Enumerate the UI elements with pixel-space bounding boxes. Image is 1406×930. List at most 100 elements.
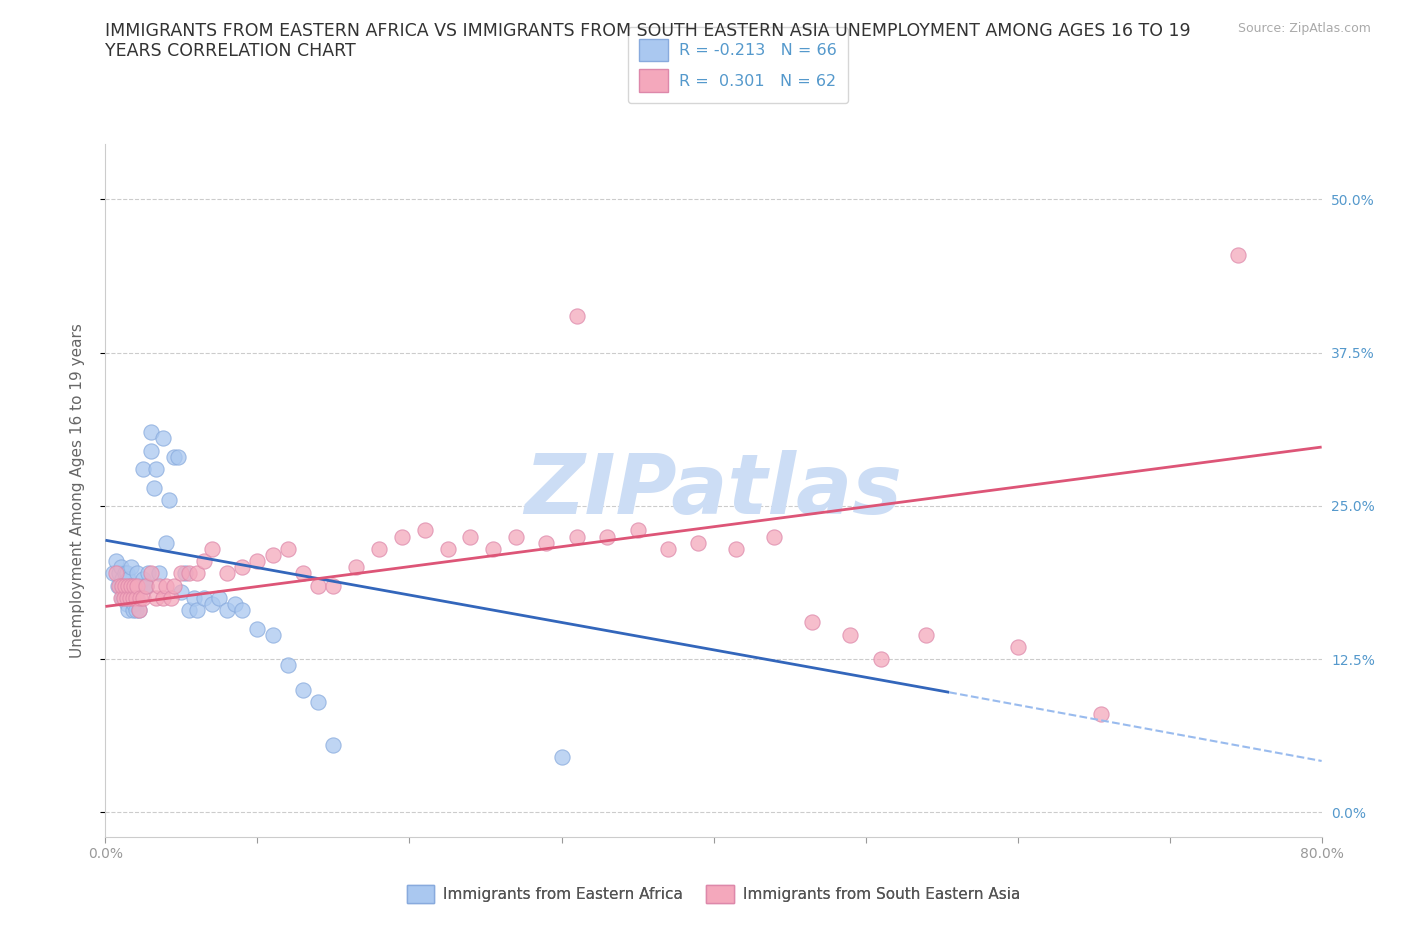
Point — [101, 566, 124, 581]
Point — [108, 566, 131, 581]
Point — [193, 591, 215, 605]
Point — [125, 603, 148, 618]
Point — [118, 578, 141, 593]
Text: IMMIGRANTS FROM EASTERN AFRICA VS IMMIGRANTS FROM SOUTH EASTERN ASIA UNEMPLOYMEN: IMMIGRANTS FROM EASTERN AFRICA VS IMMIGR… — [105, 22, 1191, 40]
Point — [110, 578, 132, 593]
Point — [127, 578, 149, 593]
Point — [139, 425, 162, 440]
Point — [152, 431, 174, 445]
Point — [111, 591, 134, 605]
Point — [657, 541, 679, 556]
Point — [125, 584, 148, 599]
Point — [121, 603, 143, 618]
Point — [129, 591, 152, 605]
Point — [839, 627, 862, 642]
Y-axis label: Unemployment Among Ages 16 to 19 years: Unemployment Among Ages 16 to 19 years — [70, 323, 84, 658]
Point — [120, 578, 142, 593]
Point — [565, 529, 588, 544]
Point — [246, 621, 269, 636]
Point — [801, 615, 824, 630]
Point — [596, 529, 619, 544]
Point — [167, 449, 190, 464]
Point — [155, 536, 177, 551]
Point — [163, 449, 186, 464]
Point — [344, 560, 367, 575]
Point — [292, 683, 315, 698]
Point — [129, 578, 152, 593]
Point — [139, 566, 162, 581]
Point — [117, 578, 139, 593]
Point — [128, 578, 150, 593]
Point — [114, 566, 136, 581]
Point — [688, 536, 710, 551]
Point — [118, 591, 141, 605]
Point — [292, 566, 315, 581]
Point — [117, 572, 139, 587]
Point — [135, 578, 157, 593]
Point — [157, 492, 180, 507]
Point — [108, 578, 131, 593]
Point — [482, 541, 505, 556]
Point — [114, 578, 136, 593]
Point — [117, 603, 139, 618]
Point — [152, 591, 174, 605]
Point — [107, 578, 129, 593]
Point — [127, 566, 149, 581]
Point — [536, 536, 558, 551]
Point — [322, 737, 344, 752]
Point — [128, 603, 150, 618]
Point — [132, 572, 155, 587]
Point — [145, 591, 167, 605]
Point — [183, 591, 205, 605]
Point — [118, 591, 141, 605]
Point — [201, 596, 224, 611]
Point — [110, 560, 132, 575]
Point — [121, 591, 143, 605]
Text: ZIPatlas: ZIPatlas — [524, 450, 903, 531]
Point — [565, 309, 588, 324]
Point — [112, 578, 135, 593]
Point — [120, 591, 142, 605]
Point — [145, 461, 167, 476]
Point — [307, 578, 329, 593]
Point — [869, 652, 891, 667]
Point — [163, 578, 186, 593]
Point — [763, 529, 786, 544]
Point — [413, 523, 436, 538]
Point — [246, 553, 269, 568]
Point — [121, 578, 143, 593]
Legend: Immigrants from Eastern Africa, Immigrants from South Eastern Asia: Immigrants from Eastern Africa, Immigran… — [401, 879, 1026, 909]
Point — [143, 480, 166, 495]
Point — [186, 603, 208, 618]
Point — [136, 566, 159, 581]
Point — [159, 591, 181, 605]
Point — [124, 578, 146, 593]
Point — [177, 566, 200, 581]
Point — [277, 658, 299, 672]
Point — [111, 578, 134, 593]
Point — [125, 591, 148, 605]
Point — [505, 529, 527, 544]
Point — [262, 627, 284, 642]
Point — [201, 541, 224, 556]
Point — [110, 591, 132, 605]
Point — [139, 444, 162, 458]
Point — [1007, 640, 1029, 655]
Point — [224, 596, 246, 611]
Point — [322, 578, 344, 593]
Point — [915, 627, 938, 642]
Point — [368, 541, 391, 556]
Point — [131, 578, 153, 593]
Point — [111, 572, 134, 587]
Point — [231, 560, 253, 575]
Point — [127, 591, 149, 605]
Point — [132, 591, 155, 605]
Point — [170, 566, 193, 581]
Point — [208, 591, 231, 605]
Point — [112, 591, 135, 605]
Point — [115, 566, 138, 581]
Point — [1090, 707, 1112, 722]
Point — [124, 596, 146, 611]
Point — [725, 541, 748, 556]
Point — [550, 750, 572, 764]
